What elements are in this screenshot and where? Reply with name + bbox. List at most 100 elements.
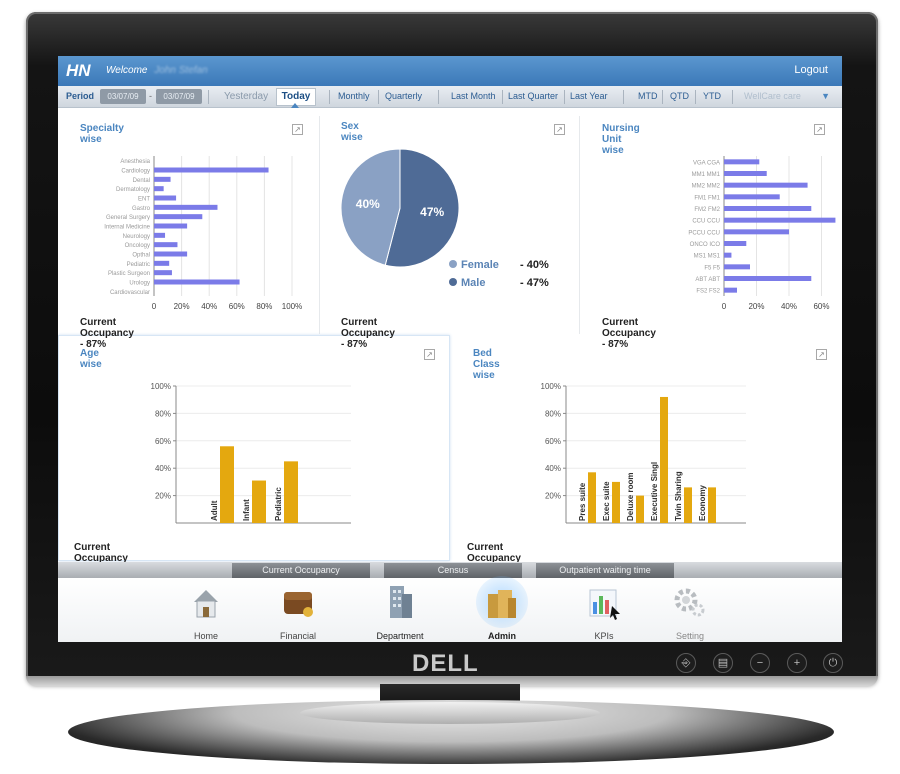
x-tick-label: 0: [722, 302, 727, 311]
age-panel-frame: [58, 335, 450, 561]
bar: [154, 195, 177, 201]
slice-label: 47%: [420, 205, 444, 219]
plus-icon[interactable]: +: [787, 653, 807, 673]
x-tick-label: 0: [152, 302, 157, 311]
pie-slice: [340, 148, 401, 266]
y-tick-label: 80%: [155, 409, 171, 418]
dock-financial[interactable]: Financial: [258, 582, 338, 641]
y-tick-label: 40%: [545, 464, 561, 473]
bar: [154, 232, 166, 238]
divider: [564, 90, 565, 104]
facility-value: WellCare care: [744, 91, 801, 101]
date-to-field[interactable]: 03/07/09: [156, 89, 202, 104]
monthly-button[interactable]: Monthly: [338, 91, 370, 101]
date-separator: -: [149, 91, 152, 101]
chart-icon: [589, 589, 620, 620]
last-month-button[interactable]: Last Month: [451, 91, 496, 101]
panel-divider: [319, 116, 320, 334]
bar: [708, 487, 716, 523]
qtd-button[interactable]: QTD: [670, 91, 689, 101]
dock-label: Home: [193, 631, 218, 641]
y-tick-label: Neurology: [123, 234, 150, 240]
y-tick-label: FM2 FM2: [694, 207, 720, 213]
bed-chart: 20% 40% 60% 80% 100% Pres suite Exec suite Delu…: [541, 382, 746, 524]
menu-icon[interactable]: ▤: [713, 653, 733, 673]
dock-label: Setting: [675, 631, 705, 641]
tab-outpatient-waiting-time[interactable]: Outpatient waiting time: [536, 563, 674, 578]
active-caret-icon: [291, 103, 299, 108]
y-tick-label: General Surgery: [106, 215, 150, 221]
bar: [154, 270, 172, 276]
dock-kpis[interactable]: KPIs: [564, 582, 644, 641]
bar: [154, 251, 188, 257]
tab-census[interactable]: Census: [384, 563, 522, 578]
panel-title: Sex wise: [341, 121, 363, 143]
dock-label: Admin: [488, 631, 516, 641]
bar: [154, 260, 170, 266]
panel-divider: [579, 116, 580, 334]
power-icon[interactable]: ⏻: [823, 653, 843, 673]
expand-icon[interactable]: ↗: [814, 124, 825, 135]
dock-home[interactable]: Home: [166, 582, 246, 641]
date-from-field[interactable]: 03/07/09: [100, 89, 146, 104]
y-tick-label: 20%: [155, 492, 171, 501]
legend-value: - 40%: [520, 259, 549, 271]
bar: [724, 194, 780, 200]
panel-title: Age wise: [80, 348, 102, 370]
occupancy-text: Current Occupancy - 87%: [602, 317, 656, 350]
input-icon[interactable]: ⎆: [676, 653, 696, 673]
y-tick-label: Opthal: [132, 253, 150, 259]
divider: [732, 90, 733, 104]
minus-icon[interactable]: −: [750, 653, 770, 673]
facility-select[interactable]: WellCare care ▼: [740, 89, 836, 104]
logout-link[interactable]: Logout: [794, 64, 828, 76]
mtd-button[interactable]: MTD: [638, 91, 658, 101]
x-tick-label: Adult: [210, 500, 219, 521]
divider: [662, 90, 663, 104]
bar: [684, 487, 692, 523]
y-tick-label: FM1 FM1: [694, 195, 720, 201]
bar: [588, 472, 596, 523]
panel-title: Specialty wise: [80, 123, 124, 145]
dock-department[interactable]: Department: [360, 582, 440, 641]
y-tick-label: Oncology: [125, 243, 150, 249]
gears-icon: [674, 588, 705, 617]
dock-label: Financial: [279, 631, 317, 641]
x-tick-label: 20%: [174, 302, 190, 311]
expand-icon[interactable]: ↗: [816, 349, 827, 360]
bar: [154, 176, 171, 182]
x-tick-label: Pediatric: [274, 487, 283, 521]
dock-label: KPIs: [594, 631, 614, 641]
last-quarter-button[interactable]: Last Quarter: [508, 91, 559, 101]
dock-admin[interactable]: Admin: [462, 576, 542, 641]
screen: HN Welcome John Stefan Logout Period 03/…: [58, 56, 842, 642]
expand-icon[interactable]: ↗: [554, 124, 565, 135]
bar: [154, 279, 240, 285]
monitor-base-highlight: [300, 702, 600, 724]
user-name: John Stefan: [154, 65, 208, 76]
bar: [724, 206, 812, 211]
y-tick-label: ONCO ICO: [690, 242, 721, 248]
bar: [724, 171, 767, 176]
expand-icon[interactable]: ↗: [292, 124, 303, 135]
dock-setting[interactable]: Setting: [650, 582, 730, 641]
y-tick-label: FS2 FS2: [696, 289, 720, 295]
bar: [154, 223, 188, 229]
tab-current-occupancy[interactable]: Current Occupancy: [232, 563, 370, 578]
y-tick-label: 80%: [545, 409, 561, 418]
last-year-button[interactable]: Last Year: [570, 91, 608, 101]
ytd-button[interactable]: YTD: [703, 91, 721, 101]
quarterly-button[interactable]: Quarterly: [385, 91, 423, 101]
yesterday-button[interactable]: Yesterday: [224, 91, 269, 102]
bar: [724, 229, 789, 235]
occupancy-text: Current Occupancy - 87%: [341, 317, 395, 350]
x-tick-label: 60%: [813, 302, 829, 311]
y-tick-label: VGA CGA: [693, 160, 720, 166]
expand-icon[interactable]: ↗: [424, 349, 435, 360]
bar: [724, 276, 812, 281]
bar: [154, 242, 178, 248]
y-tick-label: MS1 MS1: [694, 254, 721, 260]
specialty-chart: 0 20% 40% 60% 80% 100% Anesthesia Cardiology Den…: [104, 156, 302, 311]
bar: [252, 480, 266, 523]
